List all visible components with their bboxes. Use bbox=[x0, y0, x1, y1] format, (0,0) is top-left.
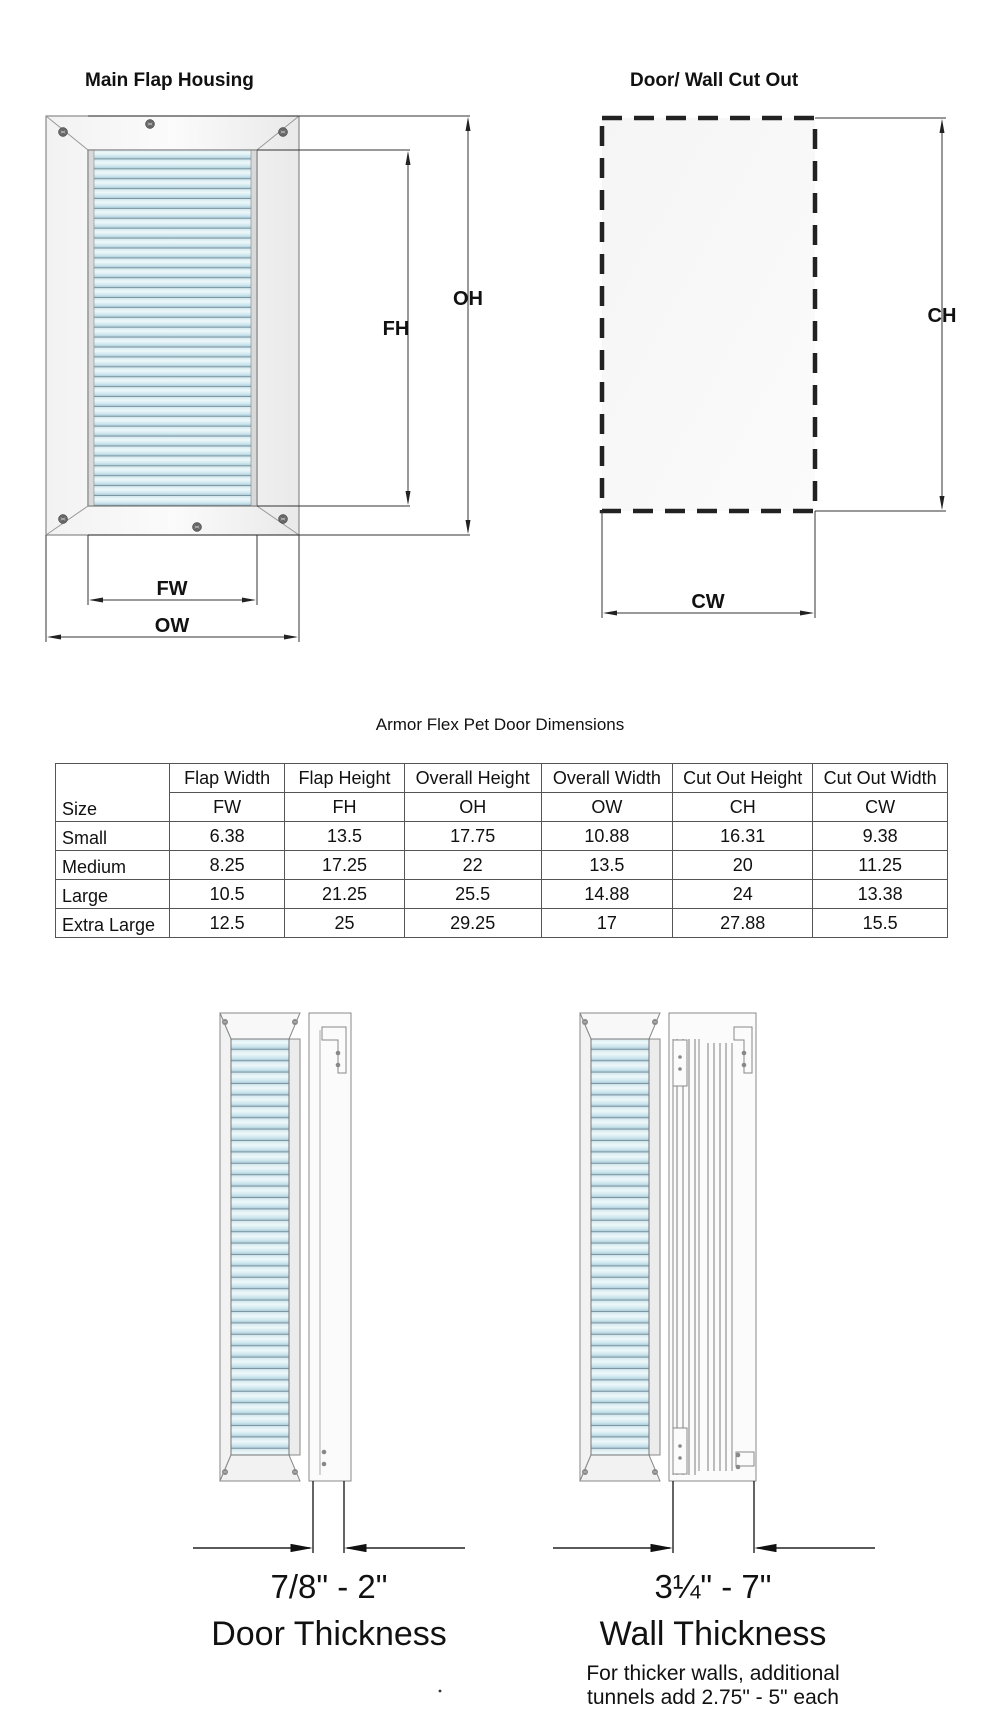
svg-text:3¼" - 7": 3¼" - 7" bbox=[655, 1568, 772, 1605]
svg-text:Door Thickness: Door Thickness bbox=[211, 1615, 447, 1653]
svg-text:tunnels add 2.75" - 5" each: tunnels add 2.75" - 5" each bbox=[587, 1686, 839, 1709]
svg-text:Wall Thickness: Wall Thickness bbox=[600, 1615, 827, 1653]
svg-text:For thicker walls, additional: For thicker walls, additional bbox=[586, 1662, 839, 1685]
svg-text:7/8" - 2": 7/8" - 2" bbox=[271, 1568, 388, 1605]
